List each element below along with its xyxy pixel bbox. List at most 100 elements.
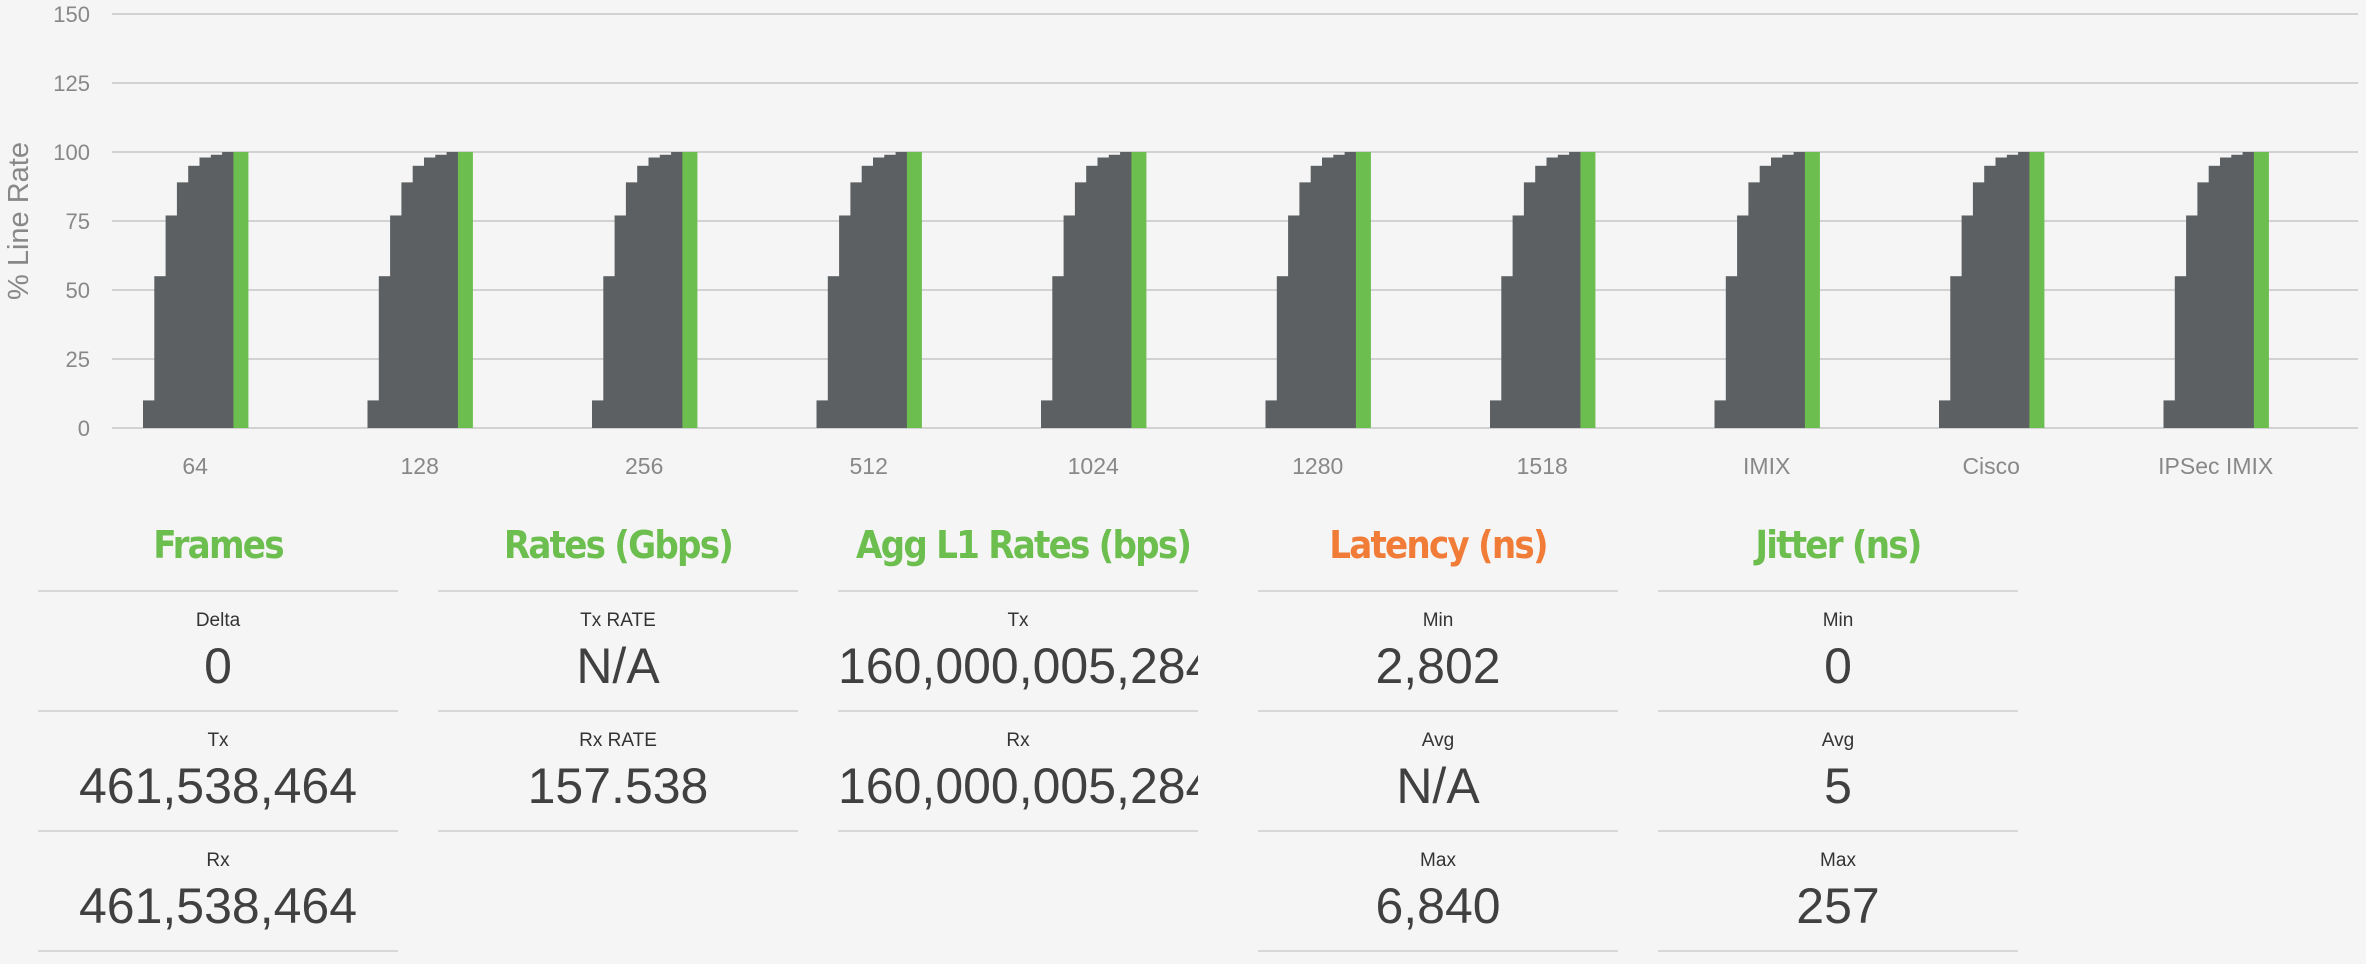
y-tick-label: 50 [66, 278, 90, 303]
bar [637, 165, 652, 429]
bar-highlight [1131, 152, 1147, 428]
bar [143, 400, 157, 428]
bar [671, 152, 686, 428]
frames-rx-label: Rx [206, 850, 230, 871]
bar-highlight [457, 152, 473, 428]
rates-rx-label: Rx RATE [579, 730, 657, 751]
bar [614, 215, 629, 428]
bar [1546, 157, 1561, 428]
bar [435, 154, 450, 428]
bar [1276, 276, 1291, 428]
rates-panel: Rates (Gbps) Tx RATE N/A Rx RATE 157.538 [438, 505, 798, 832]
bar [1265, 400, 1280, 428]
jitter-max: Max 257 [1658, 832, 2018, 952]
bar [861, 165, 876, 429]
jitter-max-label: Max [1820, 850, 1856, 871]
bar [1714, 400, 1729, 428]
jitter-avg: Avg 5 [1658, 712, 2018, 832]
agg-rx-label: Rx [1006, 730, 1030, 751]
frames-delta-label: Delta [195, 610, 241, 631]
line-rate-chart: 0 25 50 75 100 125 150 % Line Rate 64 128 256 512 10… [3, 2, 2358, 479]
bar-highlight [1355, 152, 1371, 428]
bar [1984, 165, 1999, 429]
jitter-divider [1658, 590, 2018, 592]
bar [2242, 152, 2257, 428]
bar [1535, 165, 1550, 429]
bar [1086, 165, 1101, 429]
bar-highlight [682, 152, 698, 428]
bar [1344, 152, 1359, 428]
bar [2220, 157, 2234, 428]
bar [873, 157, 887, 428]
latency-avg: Avg N/A [1258, 712, 1618, 832]
bar [1995, 157, 2010, 428]
bar [1569, 152, 1584, 428]
x-tick-label: 64 [182, 453, 208, 479]
latency-title: Latency (ns) [1329, 523, 1548, 567]
jitter-title: Jitter (ns) [1755, 523, 1922, 567]
bar [1041, 400, 1055, 428]
bar [1108, 154, 1123, 428]
bar [1793, 152, 1808, 428]
bar [659, 154, 674, 428]
latency-max-value: 6,840 [1375, 878, 1501, 934]
y-tick-label: 150 [53, 2, 90, 27]
bar [401, 182, 416, 428]
bar [592, 400, 606, 428]
frames-divider [38, 590, 398, 592]
bar [827, 276, 842, 428]
bar [1725, 276, 1740, 428]
bar [1501, 276, 1516, 428]
bar [199, 157, 214, 428]
bar [1523, 182, 1538, 428]
frames-rx-value: 461,538,464 [78, 878, 358, 934]
jitter-min-label: Min [1822, 610, 1854, 631]
bar [154, 276, 169, 428]
bar-highlight [906, 152, 922, 428]
bar [816, 400, 831, 428]
bar [2197, 182, 2212, 428]
bar [424, 157, 438, 428]
x-tick-label: 1024 [1068, 453, 1119, 479]
bar [1771, 157, 1785, 428]
x-tick-label: 1518 [1517, 453, 1568, 479]
y-tick-label: 125 [53, 71, 90, 96]
frames-tx-value: 461,538,464 [78, 758, 358, 814]
rates-tx-value: N/A [576, 638, 660, 694]
y-tick-label: 100 [53, 140, 90, 165]
bar-highlight [233, 152, 249, 428]
x-tick-label: 256 [625, 453, 663, 479]
bar [648, 157, 663, 428]
bar [895, 152, 910, 428]
bar [1322, 157, 1336, 428]
agg-tx: Tx 160,000,005,284 [838, 592, 1198, 712]
bar [1737, 215, 1752, 428]
bar [1333, 154, 1348, 428]
frames-delta-value: 0 [204, 638, 232, 694]
bar [1748, 182, 1763, 428]
bar [1490, 400, 1504, 428]
y-tick-label: 75 [66, 209, 90, 234]
bar [625, 182, 640, 428]
bar [2174, 276, 2189, 428]
jitter-panel: Jitter (ns) Min 0 Avg 5 Max 257 [1658, 505, 2018, 952]
rates-tx: Tx RATE N/A [438, 592, 798, 712]
rates-title: Rates (Gbps) [503, 523, 734, 567]
y-tick-label: 0 [78, 416, 90, 441]
agg-rx: Rx 160,000,005,284 [838, 712, 1198, 832]
latency-divider [1258, 590, 1618, 592]
frames-rx: Rx 461,538,464 [38, 832, 398, 952]
agg-tx-value: 160,000,005,284 [838, 638, 1198, 694]
bar [603, 276, 618, 428]
y-tick-label: 25 [66, 347, 90, 372]
bar-highlight [2029, 152, 2045, 428]
bar [1310, 165, 1325, 429]
latency-avg-label: Avg [1421, 730, 1455, 751]
bar [2231, 154, 2246, 428]
bar [1961, 215, 1976, 428]
agg-rates-panel: Agg L1 Rates (bps) Tx 160,000,005,284 Rx… [838, 505, 1198, 832]
latency-min: Min 2,802 [1258, 592, 1618, 712]
bar [367, 400, 382, 428]
x-tick-label: IMIX [1743, 453, 1790, 479]
frames-tx-label: Tx [207, 730, 229, 751]
